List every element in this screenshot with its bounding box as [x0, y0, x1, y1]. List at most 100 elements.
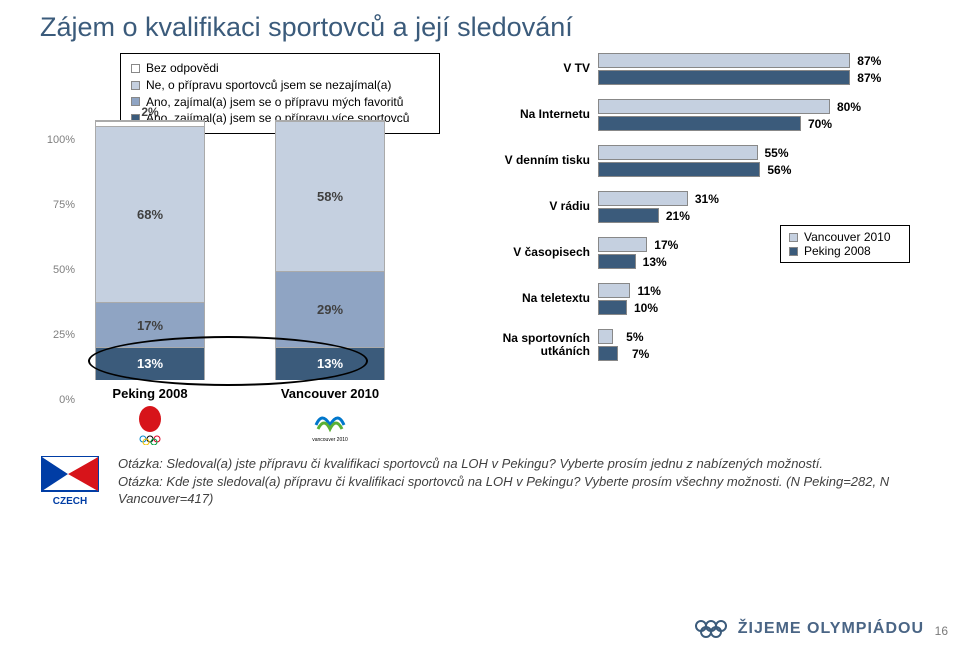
stacked-chart: 100%75%50%25%0%13%17%68%2%Peking 200813%…: [40, 140, 460, 445]
stack-segment: 68%: [96, 126, 204, 302]
hbar-chart: V TV 87% 87% Na Internetu 80% 70% V denním tis…: [490, 53, 930, 361]
stack-bars: 13%17%68%2%: [95, 120, 205, 380]
hbar-bar: 17%: [598, 237, 647, 252]
question-text: Otázka: Sledoval(a) jste přípravu či kva…: [118, 455, 930, 508]
main-content: Bez odpovědiNe, o přípravu sportovců jse…: [0, 43, 960, 445]
footer-slogan-text: ŽIJEME OLYMPIÁDOU: [738, 620, 924, 638]
hbar-category: V TV: [490, 62, 590, 75]
hbar-bar: 87%: [598, 70, 850, 85]
hbar-category: V denním tisku: [490, 154, 590, 167]
hbar-category: Na sportovních utkáních: [490, 332, 590, 358]
hbar-pair: 11% 10%: [598, 283, 930, 315]
stack-segment: 13%: [96, 347, 204, 381]
stack-segment: 17%: [96, 302, 204, 346]
legend-swatch: [789, 233, 798, 242]
hbar-row: V denním tisku 55% 56%: [490, 145, 930, 177]
hbar-value: 55%: [764, 146, 788, 160]
hbar-bar: 5%: [598, 329, 613, 344]
legend-item: Peking 2008: [789, 244, 901, 258]
bottom-row: CZECH Otázka: Sledoval(a) jste přípravu …: [0, 445, 960, 508]
legend-label: Peking 2008: [804, 244, 871, 258]
svg-text:vancouver 2010: vancouver 2010: [312, 437, 348, 443]
hbar-bar: 10%: [598, 300, 627, 315]
footer-slogan: ŽIJEME OLYMPIÁDOU: [694, 618, 924, 640]
legend-label: Ano, zajímal(a) jsem se o přípravu mých …: [146, 94, 403, 111]
hbar-category: Na Internetu: [490, 108, 590, 121]
stacked-chart-panel: Bez odpovědiNe, o přípravu sportovců jse…: [40, 53, 460, 445]
stack-bars: 13%29%58%: [275, 120, 385, 380]
legend-label: Vancouver 2010: [804, 230, 891, 244]
hbar-value: 56%: [767, 163, 791, 177]
stack-label: Vancouver 2010: [281, 386, 379, 401]
legend-item: Vancouver 2010: [789, 230, 901, 244]
stack-label: Peking 2008: [112, 386, 187, 401]
hbar-value: 87%: [857, 54, 881, 68]
stack-column: 13%17%68%2% Peking 2008: [80, 120, 220, 445]
hbar-pair: 5% 7%: [598, 329, 930, 361]
hbar-value: 17%: [654, 238, 678, 252]
hbar-value: 87%: [857, 71, 881, 85]
hbar-bar: 21%: [598, 208, 659, 223]
page-number: 16: [935, 624, 948, 638]
legend-item: Ne, o přípravu sportovců jsem se nezajím…: [131, 77, 429, 94]
svg-text:CZECH: CZECH: [53, 496, 87, 507]
hbar-bar: 31%: [598, 191, 688, 206]
hbar-bar: 70%: [598, 116, 801, 131]
hbar-row: Na sportovních utkáních 5% 7%: [490, 329, 930, 361]
hbar-value: 11%: [638, 284, 661, 298]
hbar-row: Na Internetu 80% 70%: [490, 99, 930, 131]
hbar-value: 70%: [808, 117, 832, 131]
hbar-value: 21%: [666, 209, 690, 223]
hbar-row: Na teletextu 11% 10%: [490, 283, 930, 315]
legend-swatch: [131, 97, 140, 106]
czech-team-logo: CZECH: [40, 455, 100, 507]
hbar-value: 80%: [837, 100, 861, 114]
hbar-bar: 55%: [598, 145, 758, 160]
hbar-row: V rádiu 31% 21%: [490, 191, 930, 223]
hbar-bar: 13%: [598, 254, 636, 269]
hbar-pair: 55% 56%: [598, 145, 930, 177]
legend-swatch: [131, 64, 140, 73]
y-tick: 100%: [40, 134, 75, 146]
hbar-category: V časopisech: [490, 246, 590, 259]
hbar-bar: 87%: [598, 53, 850, 68]
question-line-1: Otázka: Sledoval(a) jste přípravu či kva…: [118, 456, 823, 471]
legend-label: Bez odpovědi: [146, 60, 219, 77]
question-line-2: Otázka: Kde jste sledoval(a) přípravu či…: [118, 474, 889, 507]
hbar-value: 13%: [643, 255, 667, 269]
hbar-chart-panel: V TV 87% 87% Na Internetu 80% 70% V denním tis…: [490, 53, 930, 445]
hbar-category: V rádiu: [490, 200, 590, 213]
hbar-category: Na teletextu: [490, 292, 590, 305]
y-tick: 0%: [40, 394, 75, 406]
legend-item: Ano, zajímal(a) jsem se o přípravu mých …: [131, 94, 429, 111]
y-tick: 75%: [40, 199, 75, 211]
hbar-value: 7%: [632, 347, 649, 361]
legend-item: Bez odpovědi: [131, 60, 429, 77]
vancouver-icon: vancouver 2010: [312, 405, 348, 445]
page-title: Zájem o kvalifikaci sportovců a její sle…: [0, 0, 960, 43]
legend-label: Ne, o přípravu sportovců jsem se nezajím…: [146, 77, 391, 94]
stack-segment: 29%: [276, 271, 384, 346]
hbar-bar: 7%: [598, 346, 618, 361]
rings-icon: [694, 618, 728, 640]
legend-swatch: [789, 247, 798, 256]
hbar-value: 10%: [634, 301, 658, 315]
hbar-value: 5%: [626, 330, 643, 344]
stack-value: 2%: [141, 105, 158, 119]
hbar-row: V TV 87% 87%: [490, 53, 930, 85]
stack-segment: 58%: [276, 121, 384, 271]
stack-column: 13%29%58% Vancouver 2010 vancouver 2010: [260, 120, 400, 445]
hbar-value: 31%: [695, 192, 719, 206]
y-tick: 50%: [40, 264, 75, 276]
hbar-bar: 11%: [598, 283, 630, 298]
stack-segment: 13%: [276, 347, 384, 381]
beijing-icon: [132, 405, 168, 445]
hbar-pair: 80% 70%: [598, 99, 930, 131]
hbar-bar: 56%: [598, 162, 760, 177]
y-tick: 25%: [40, 329, 75, 341]
hbar-legend: Vancouver 2010Peking 2008: [780, 225, 910, 263]
hbar-pair: 87% 87%: [598, 53, 930, 85]
hbar-pair: 31% 21%: [598, 191, 930, 223]
hbar-bar: 80%: [598, 99, 830, 114]
legend-swatch: [131, 81, 140, 90]
